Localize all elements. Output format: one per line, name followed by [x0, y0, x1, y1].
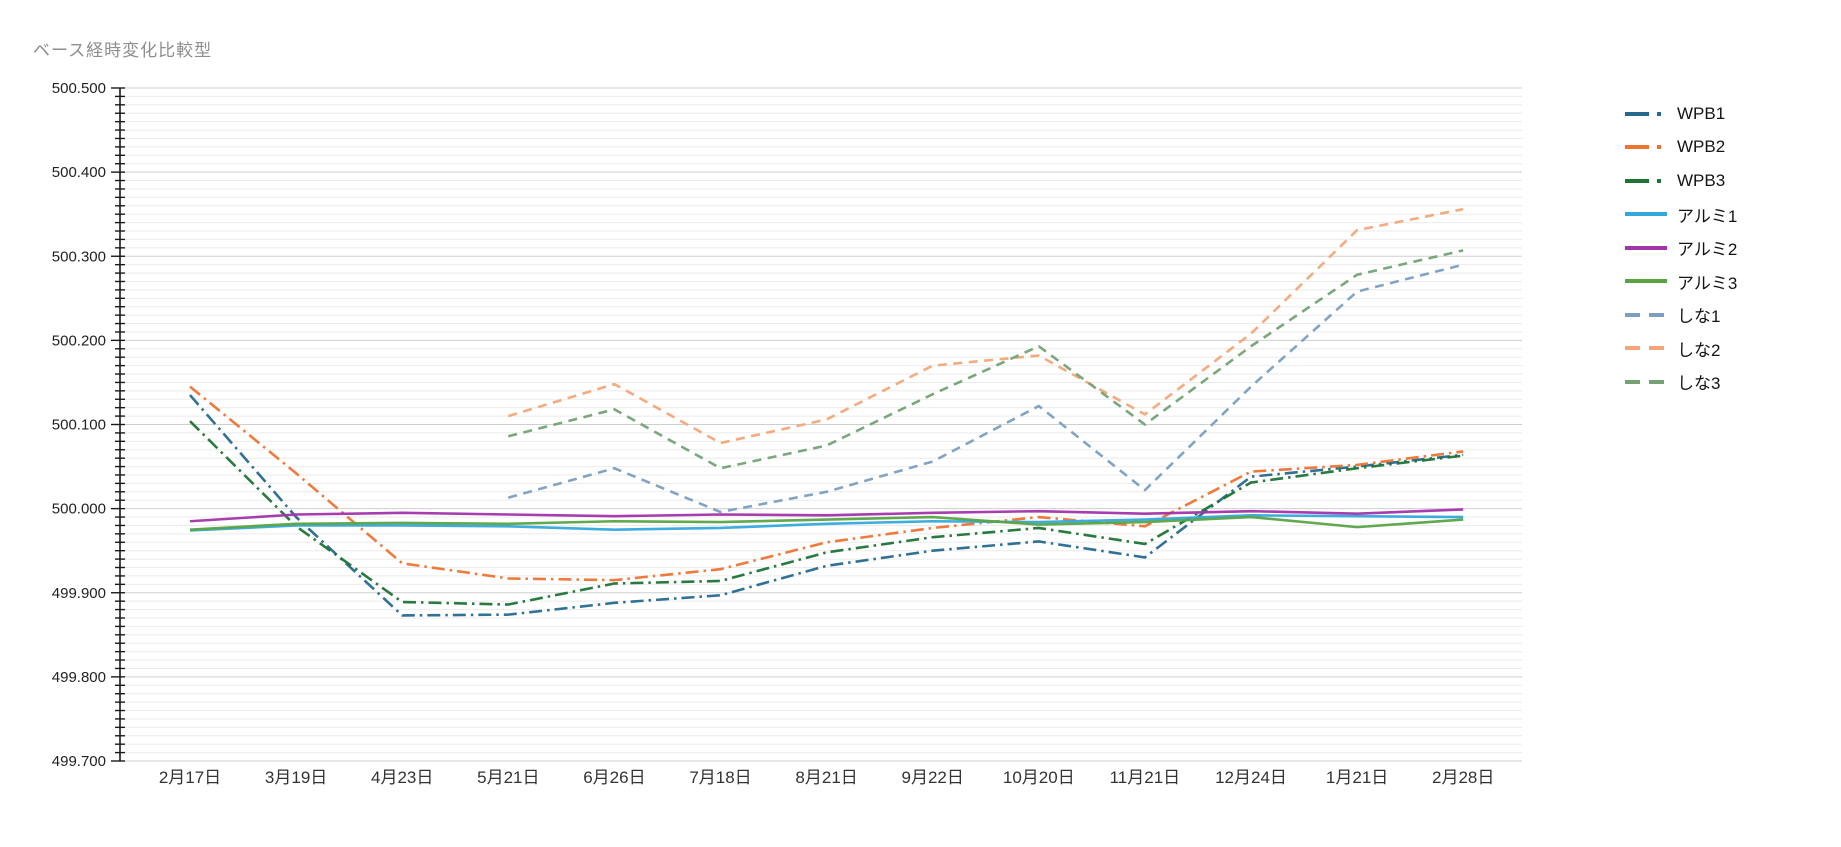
x-axis-label: 12月24日 [1215, 768, 1287, 787]
series-line-アルミ2 [189, 508, 1464, 523]
x-axis-label: 3月19日 [265, 768, 327, 787]
legend-swatch-solid-icon [1625, 245, 1667, 250]
x-axis-label: 2月17日 [159, 768, 221, 787]
series-line-アルミ1 [189, 514, 1464, 532]
legend-item-しな3[interactable]: しな3 [1625, 365, 1737, 399]
legend-swatch-dashed-icon [1625, 379, 1667, 384]
x-axis-label: 10月20日 [1003, 768, 1075, 787]
y-axis-label: 500.500 [52, 80, 106, 97]
chart-title: ベース経時変化比較型 [33, 41, 213, 60]
legend-label: しな2 [1677, 340, 1721, 360]
x-axis-label: 9月22日 [902, 768, 964, 787]
legend-item-しな1[interactable]: しな1 [1625, 298, 1737, 332]
legend-label: しな3 [1677, 374, 1721, 394]
legend: WPB1 WPB2 WPB3 アルミ1 アルミ2 アルミ3 しな1 しな2 しな3 [1625, 97, 1737, 399]
legend-item-WPB2[interactable]: WPB2 [1625, 131, 1737, 165]
legend-item-WPB3[interactable]: WPB3 [1625, 164, 1737, 198]
series-line-WPB3 [189, 420, 1464, 606]
legend-swatch-dashdot-icon [1625, 178, 1667, 183]
x-axis-label: 6月26日 [583, 768, 645, 787]
legend-item-しな2[interactable]: しな2 [1625, 332, 1737, 366]
series-line-しな1 [507, 263, 1464, 514]
legend-label: WPB2 [1677, 137, 1726, 157]
x-axis-label: 8月21日 [795, 768, 857, 787]
legend-swatch-dashdot-icon [1625, 145, 1667, 150]
legend-swatch-dashed-icon [1625, 346, 1667, 351]
legend-label: アルミ3 [1677, 273, 1738, 293]
series-line-WPB1 [189, 394, 1464, 617]
y-axis-label: 499.800 [52, 669, 106, 686]
legend-swatch-solid-icon [1625, 279, 1667, 284]
legend-label: アルミ1 [1677, 206, 1738, 226]
y-axis-label: 500.000 [52, 501, 106, 518]
y-axis-label: 499.700 [52, 753, 106, 770]
x-axis-label: 7月18日 [689, 768, 751, 787]
legend-item-アルミ3[interactable]: アルミ3 [1625, 265, 1737, 299]
x-axis-label: 4月23日 [371, 768, 433, 787]
legend-label: アルミ2 [1677, 240, 1738, 260]
legend-label: WPB3 [1677, 170, 1726, 190]
x-axis-label: 5月21日 [477, 768, 539, 787]
legend-swatch-dashdot-icon [1625, 111, 1667, 116]
x-axis-label: 11月21日 [1110, 768, 1181, 787]
series-line-アルミ3 [189, 515, 1464, 531]
legend-item-アルミ2[interactable]: アルミ2 [1625, 231, 1737, 265]
legend-label: WPB1 [1677, 103, 1726, 123]
legend-item-アルミ1[interactable]: アルミ1 [1625, 198, 1737, 232]
y-axis-label: 499.900 [52, 585, 106, 602]
x-axis-label: 2月28日 [1432, 768, 1494, 787]
y-axis-label: 500.400 [52, 164, 106, 181]
y-axis-label: 500.100 [52, 417, 106, 434]
legend-swatch-solid-icon [1625, 212, 1667, 217]
legend-item-WPB1[interactable]: WPB1 [1625, 97, 1737, 131]
legend-label: しな1 [1677, 307, 1721, 327]
series-line-しな3 [507, 249, 1464, 470]
y-axis-label: 500.300 [52, 248, 106, 265]
y-axis-label: 500.200 [52, 332, 106, 349]
series-line-しな2 [507, 207, 1464, 445]
x-axis-label: 1月21日 [1326, 768, 1388, 787]
legend-swatch-dashed-icon [1625, 312, 1667, 317]
